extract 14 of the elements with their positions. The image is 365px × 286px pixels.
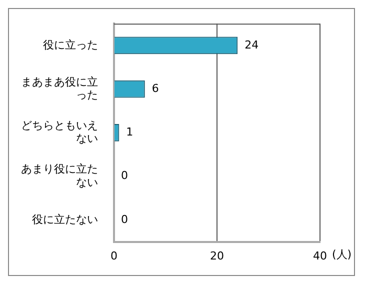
x-tick-label: 40 xyxy=(313,249,327,262)
y-tick-label: どちらともいえない xyxy=(21,118,98,146)
x-tick-label: 0 xyxy=(110,249,118,262)
y-tick-label: 役に立たない xyxy=(32,212,98,226)
x-tick-label: 20 xyxy=(210,249,224,262)
data-label: 1 xyxy=(126,126,134,139)
x-axis-title: (人) xyxy=(332,248,352,262)
y-tick-label: 役に立った xyxy=(43,38,98,52)
data-label: 6 xyxy=(152,82,159,95)
data-label: 24 xyxy=(244,38,259,52)
data-label: 0 xyxy=(121,169,128,182)
y-tick-label: まあまあ役に立った xyxy=(21,75,98,102)
data-label: 0 xyxy=(121,212,128,226)
y-tick-label: あまり役に立たない xyxy=(21,162,98,189)
